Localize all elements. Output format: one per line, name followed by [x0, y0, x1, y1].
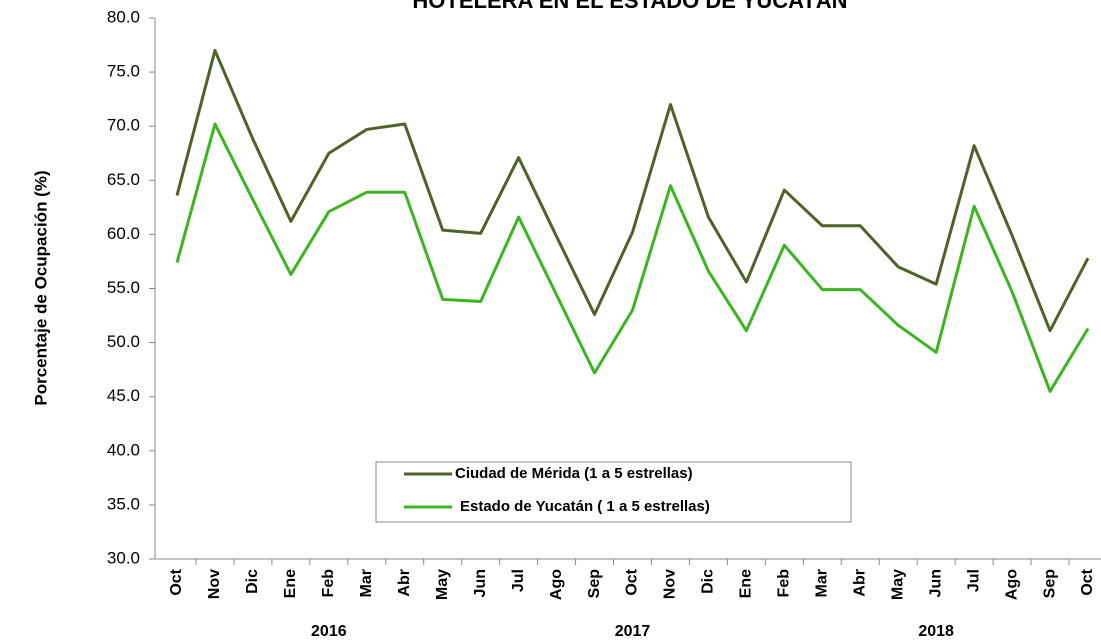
legend-label: Ciudad de Mérida (1 a 5 estrellas) [455, 465, 693, 482]
y-tick-label: 75.0 [107, 62, 140, 81]
x-tick-label: Jul [965, 569, 982, 592]
x-tick-label: Sep [586, 569, 603, 599]
year-label: 2017 [615, 623, 651, 640]
legend-label: Estado de Yucatán ( 1 a 5 estrellas) [460, 498, 710, 515]
x-tick-label: Dic [244, 569, 261, 594]
x-tick-label: Oct [168, 568, 185, 595]
y-tick-label: 65.0 [107, 170, 140, 189]
legend [375, 461, 852, 523]
y-tick-label: 45.0 [107, 386, 140, 405]
x-tick-label: Ago [1003, 569, 1020, 600]
x-tick-label: Abr [851, 569, 868, 597]
x-tick-label: Feb [776, 569, 793, 598]
x-tick-label: Ago [548, 569, 565, 600]
x-tick-label: Dic [700, 569, 717, 594]
y-tick-label: 80.0 [107, 7, 140, 26]
y-axis-label: Porcentaje de Ocupación (%) [31, 170, 50, 405]
y-tick-label: 40.0 [107, 440, 140, 459]
x-tick-label: Sep [1041, 569, 1058, 599]
x-tick-label: Jun [927, 569, 944, 597]
y-tick-label: 35.0 [107, 494, 140, 513]
y-tick-label: 60.0 [107, 224, 140, 243]
x-tick-label: May [889, 569, 906, 600]
x-tick-label: Jun [472, 569, 489, 597]
x-tick-label: Feb [320, 569, 337, 598]
year-label: 2016 [311, 623, 347, 640]
y-tick-label: 55.0 [107, 278, 140, 297]
x-tick-label: Mar [814, 569, 831, 597]
x-tick-label: Nov [662, 569, 679, 599]
series-line [175, 122, 1090, 393]
x-tick-label: Ene [738, 569, 755, 598]
x-tick-label: Ene [282, 569, 299, 598]
x-tick-label: May [434, 569, 451, 600]
x-tick-label: Mar [358, 569, 375, 597]
y-tick-label: 70.0 [107, 116, 140, 135]
x-tick-label: Nov [206, 569, 223, 599]
y-tick-label: 50.0 [107, 332, 140, 351]
x-tick-label: Oct [624, 568, 641, 595]
chart-title: HOTELERA EN EL ESTADO DE YUCATÁN [412, 0, 847, 13]
series-line [175, 48, 1090, 333]
y-tick-label: 30.0 [107, 548, 140, 567]
x-tick-label: Jul [510, 569, 527, 592]
x-tick-label: Abr [396, 569, 413, 597]
year-label: 2018 [918, 623, 954, 640]
x-tick-label: Oct [1079, 568, 1096, 595]
